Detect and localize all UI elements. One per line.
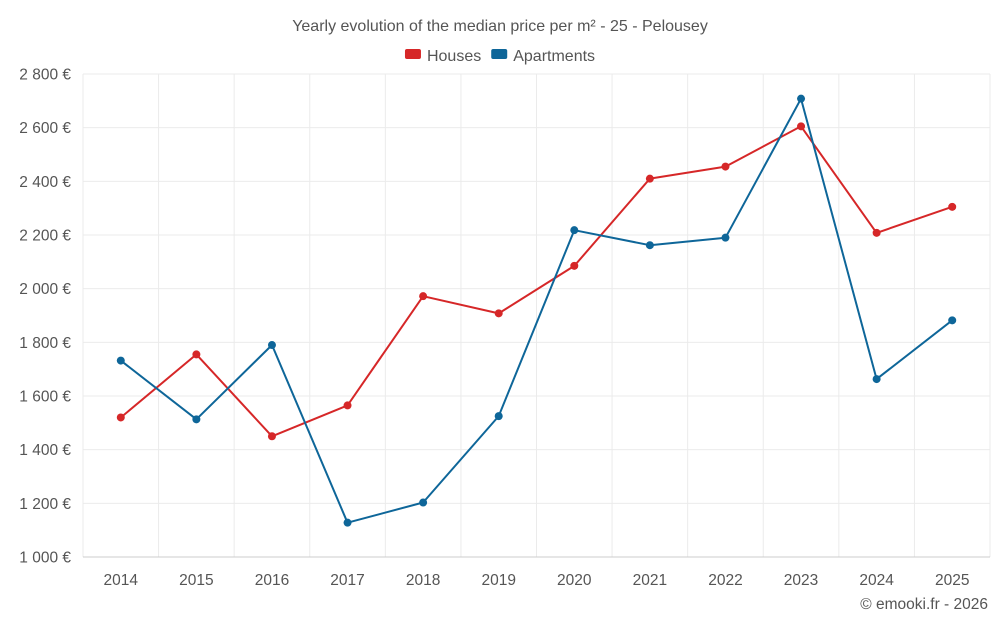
houses-point[interactable] (948, 202, 957, 211)
apartments-point[interactable] (192, 415, 201, 424)
apartments-point[interactable] (948, 316, 957, 325)
y-tick-label: 1 800 € (19, 335, 71, 352)
x-tick-label: 2021 (633, 572, 667, 589)
apartments-point[interactable] (419, 498, 428, 507)
houses-point[interactable] (721, 162, 730, 171)
x-tick-label: 2017 (330, 572, 364, 589)
y-tick-label: 1 200 € (19, 496, 71, 513)
apartments-point[interactable] (721, 233, 730, 242)
y-tick-label: 2 400 € (19, 174, 71, 191)
apartments-point[interactable] (494, 412, 503, 421)
x-tick-label: 2018 (406, 572, 440, 589)
y-tick-label: 2 600 € (19, 120, 71, 137)
houses-point[interactable] (872, 228, 881, 237)
x-tick-label: 2025 (935, 572, 969, 589)
y-tick-label: 2 200 € (19, 228, 71, 245)
y-tick-label: 1 400 € (19, 442, 71, 459)
houses-point[interactable] (570, 261, 579, 270)
houses-point[interactable] (645, 174, 654, 183)
legend-label: Houses (427, 48, 481, 65)
houses-point[interactable] (494, 309, 503, 318)
gridlines (82, 73, 991, 558)
legend-swatch (491, 49, 508, 59)
y-tick-label: 2 800 € (19, 67, 71, 84)
apartments-line (120, 97, 953, 524)
chart-title: Yearly evolution of the median price per… (292, 18, 708, 35)
houses-point[interactable] (116, 413, 125, 422)
legend-label: Apartments (513, 48, 595, 65)
apartments-point[interactable] (116, 356, 125, 365)
apartments-point[interactable] (645, 241, 654, 250)
x-tick-label: 2023 (784, 572, 818, 589)
x-tick-label: 2020 (557, 572, 592, 589)
y-tick-label: 1 600 € (19, 389, 71, 406)
apartments-point[interactable] (797, 94, 806, 103)
legend: Houses Apartments (404, 48, 595, 65)
legend-swatch (404, 49, 421, 59)
y-tick-label: 1 000 € (19, 550, 71, 567)
apartments-point[interactable] (872, 375, 881, 384)
x-tick-label: 2016 (255, 572, 289, 589)
x-tick-label: 2019 (481, 572, 515, 589)
houses-point[interactable] (267, 432, 276, 441)
houses-point[interactable] (343, 401, 352, 410)
axes: 1 000 € 1 200 € 1 400 € 1 600 € 1 800 € 2 000… (19, 67, 990, 589)
credit-text: © emooki.fr - 2026 (860, 596, 988, 613)
houses-point[interactable] (192, 350, 201, 359)
apartments-point[interactable] (267, 341, 276, 350)
x-tick-label: 2024 (859, 572, 894, 589)
x-tick-label: 2014 (104, 572, 139, 589)
series-apartments (116, 94, 957, 527)
legend-item-apartments[interactable]: Apartments (491, 48, 595, 65)
x-tick-label: 2015 (179, 572, 213, 589)
apartments-point[interactable] (570, 226, 579, 235)
y-tick-label: 2 000 € (19, 281, 71, 298)
series-layer (116, 94, 957, 527)
houses-point[interactable] (419, 292, 428, 301)
apartments-point[interactable] (343, 518, 352, 527)
legend-item-houses[interactable]: Houses (404, 48, 481, 65)
x-tick-label: 2022 (708, 572, 742, 589)
houses-point[interactable] (797, 122, 806, 131)
